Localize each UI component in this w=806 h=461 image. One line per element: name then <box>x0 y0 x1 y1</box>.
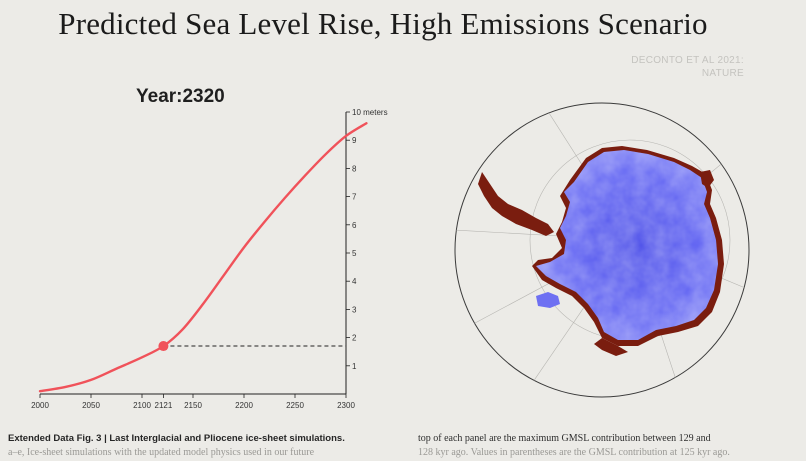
chart-series <box>38 122 368 393</box>
source-credit-line1: DECONTO ET AL 2021: <box>631 55 744 66</box>
island-ice <box>536 292 560 308</box>
sea-level-line <box>38 122 368 393</box>
x-tick-label: 2250 <box>286 401 304 410</box>
current-year-marker <box>158 341 169 352</box>
chart-axes: 2000 2050 2100 2121 2150 2200 2250 2300 1 2 3 4 5 6 7 8… <box>31 108 387 410</box>
x-tick-label: 2000 <box>31 401 49 410</box>
y-tick-label: 2 <box>352 334 357 343</box>
caption-text-right-1: top of each panel are the maximum GMSL c… <box>418 433 711 444</box>
y-tick-label: 3 <box>352 305 357 314</box>
x-tick-label: 2100 <box>133 401 151 410</box>
y-tick-label: 9 <box>352 136 357 145</box>
caption-text-left: a–e, Ice-sheet simulations with the upda… <box>8 447 315 458</box>
sea-level-chart: 2000 2050 2100 2121 2150 2200 2250 2300 1 2 3 4 5 6 7 8… <box>31 108 387 410</box>
antarctica-landmass <box>478 146 724 356</box>
antarctica-map <box>454 102 750 398</box>
caption-heading: Extended Data Fig. 3 | Last Interglacial… <box>8 433 345 444</box>
y-unit-label: 10 meters <box>352 108 388 117</box>
x-tick-label: 2050 <box>82 401 100 410</box>
peninsula-retreat <box>478 172 554 236</box>
source-credit: DECONTO ET AL 2021: NATURE <box>631 54 744 80</box>
y-tick-label: 7 <box>352 193 357 202</box>
x-tick-label: 2150 <box>184 401 202 410</box>
y-tick-label: 8 <box>352 164 357 173</box>
y-tick-label: 6 <box>352 221 357 230</box>
source-credit-line2: NATURE <box>701 68 744 79</box>
x-tick-label: 2121 <box>155 401 173 410</box>
page-title: Predicted Sea Level Rise, High Emissions… <box>58 6 708 41</box>
caption-column-right: top of each panel are the maximum GMSL c… <box>418 432 798 460</box>
caption-text-right-2: 128 kyr ago. Values in parentheses are t… <box>418 447 730 458</box>
figure-caption: Extended Data Fig. 3 | Last Interglacial… <box>8 432 806 461</box>
ross-retreat <box>594 338 628 356</box>
caption-column-left: Extended Data Fig. 3 | Last Interglacial… <box>8 432 400 460</box>
year-label: Year:2320 <box>136 86 225 107</box>
x-tick-label: 2200 <box>235 401 253 410</box>
east-retreat-fringe <box>700 170 714 188</box>
ice-texture <box>536 150 718 340</box>
y-tick-label: 1 <box>352 362 357 371</box>
y-tick-label: 5 <box>352 249 357 258</box>
y-tick-label: 4 <box>352 277 357 286</box>
x-tick-label: 2300 <box>337 401 355 410</box>
